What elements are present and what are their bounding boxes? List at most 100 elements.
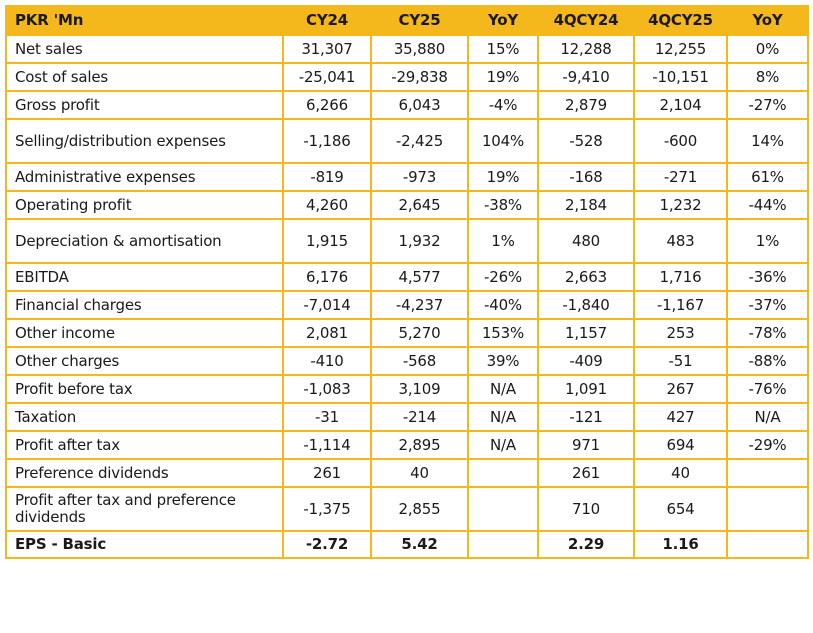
yoy-quarter-value: -36% — [726, 262, 809, 292]
yoy-quarter-value — [726, 486, 809, 532]
row-label: Taxation — [5, 402, 284, 432]
cy25-value: 40 — [370, 458, 469, 488]
yoy-quarter-value: 8% — [726, 62, 809, 92]
4qcy24-value: 2,879 — [537, 90, 635, 120]
yoy-quarter-value: 1% — [726, 218, 809, 264]
row-label: Cost of sales — [5, 62, 284, 92]
cy25-value: 4,577 — [370, 262, 469, 292]
table-row: EPS - Basic -2.72 5.42 2.29 1.16 — [5, 530, 809, 559]
4qcy25-value: 2,104 — [633, 90, 728, 120]
cy25-value: 3,109 — [370, 374, 469, 404]
yoy-annual-value: 1% — [467, 218, 539, 264]
table-row: Selling/distribution expenses -1,186 -2,42… — [5, 118, 809, 164]
table-row: Net sales 31,307 35,880 15% 12,288 12,255 0% — [5, 34, 809, 64]
yoy-annual-value: 19% — [467, 62, 539, 92]
row-label: Other income — [5, 318, 284, 348]
header-4qcy25: 4QCY25 — [633, 5, 728, 36]
cy24-value: 2,081 — [282, 318, 372, 348]
cy24-value: 4,260 — [282, 190, 372, 220]
yoy-quarter-value: 61% — [726, 162, 809, 192]
table-row: Cost of sales -25,041 -29,838 19% -9,410 -10,… — [5, 62, 809, 92]
cy24-value: -410 — [282, 346, 372, 376]
cy24-value: 6,266 — [282, 90, 372, 120]
4qcy24-value: 2.29 — [537, 530, 635, 559]
cy24-value: -2.72 — [282, 530, 372, 559]
cy25-value: -568 — [370, 346, 469, 376]
4qcy25-value: 483 — [633, 218, 728, 264]
header-cy24: CY24 — [282, 5, 372, 36]
table-row: EBITDA 6,176 4,577 -26% 2,663 1,716 -36% — [5, 262, 809, 292]
4qcy25-value: -51 — [633, 346, 728, 376]
header-cy25: CY25 — [370, 5, 469, 36]
yoy-annual-value: 15% — [467, 34, 539, 64]
yoy-annual-value: -38% — [467, 190, 539, 220]
4qcy24-value: 1,157 — [537, 318, 635, 348]
4qcy24-value: 2,663 — [537, 262, 635, 292]
header-4qcy24: 4QCY24 — [537, 5, 635, 36]
4qcy24-value: -121 — [537, 402, 635, 432]
4qcy24-value: 1,091 — [537, 374, 635, 404]
yoy-annual-value: -4% — [467, 90, 539, 120]
4qcy25-value: 1.16 — [633, 530, 728, 559]
4qcy24-value: -1,840 — [537, 290, 635, 320]
yoy-quarter-value: -27% — [726, 90, 809, 120]
yoy-annual-value: 39% — [467, 346, 539, 376]
row-label: Depreciation & amortisation — [5, 218, 284, 264]
cy24-value: 6,176 — [282, 262, 372, 292]
yoy-annual-value: 104% — [467, 118, 539, 164]
cy25-value: 35,880 — [370, 34, 469, 64]
yoy-quarter-value: -37% — [726, 290, 809, 320]
4qcy25-value: 1,232 — [633, 190, 728, 220]
cy25-value: 2,895 — [370, 430, 469, 460]
row-label: Selling/distribution expenses — [5, 118, 284, 164]
yoy-quarter-value: -76% — [726, 374, 809, 404]
table-row: Profit before tax -1,083 3,109 N/A 1,091 267-… — [5, 374, 809, 404]
yoy-quarter-value: -44% — [726, 190, 809, 220]
4qcy25-value: 694 — [633, 430, 728, 460]
4qcy25-value: -600 — [633, 118, 728, 164]
row-label: Administrative expenses — [5, 162, 284, 192]
4qcy25-value: 253 — [633, 318, 728, 348]
cy24-value: 31,307 — [282, 34, 372, 64]
cy24-value: -1,083 — [282, 374, 372, 404]
row-label: Other charges — [5, 346, 284, 376]
table-row: Taxation -31 -214 N/A -121 427 N/A — [5, 402, 809, 432]
4qcy24-value: 710 — [537, 486, 635, 532]
financial-summary-table: PKR 'Mn CY24 CY25 YoY 4QCY24 4QCY25 YoY … — [5, 5, 809, 559]
yoy-annual-value: -26% — [467, 262, 539, 292]
table-row: Financial charges -7,014 -4,237 -40% -1,840-… — [5, 290, 809, 320]
cy24-value: -7,014 — [282, 290, 372, 320]
table-row: Administrative expenses -819 -973 19% -168 -2… — [5, 162, 809, 192]
yoy-quarter-value: 14% — [726, 118, 809, 164]
cy25-value: 1,932 — [370, 218, 469, 264]
row-label: Operating profit — [5, 190, 284, 220]
table-row: Depreciation & amortisation 1,915 1,932 1% 4… — [5, 218, 809, 264]
cy25-value: -29,838 — [370, 62, 469, 92]
row-label: Financial charges — [5, 290, 284, 320]
cy25-value: 6,043 — [370, 90, 469, 120]
row-label: Profit after tax — [5, 430, 284, 460]
table-row: Profit after tax -1,114 2,895 N/A 971 694 -29% — [5, 430, 809, 460]
4qcy24-value: 2,184 — [537, 190, 635, 220]
cy24-value: 1,915 — [282, 218, 372, 264]
4qcy24-value: -528 — [537, 118, 635, 164]
cy24-value: -31 — [282, 402, 372, 432]
row-label: Preference dividends — [5, 458, 284, 488]
4qcy24-value: 261 — [537, 458, 635, 488]
4qcy24-value: 480 — [537, 218, 635, 264]
yoy-annual-value — [467, 486, 539, 532]
4qcy25-value: 40 — [633, 458, 728, 488]
cy24-value: -1,375 — [282, 486, 372, 532]
4qcy25-value: -1,167 — [633, 290, 728, 320]
yoy-annual-value: -40% — [467, 290, 539, 320]
yoy-quarter-value — [726, 530, 809, 559]
yoy-annual-value: N/A — [467, 402, 539, 432]
row-label: Gross profit — [5, 90, 284, 120]
yoy-quarter-value: 0% — [726, 34, 809, 64]
table-row: Operating profit 4,260 2,645 -38% 2,184 1,232… — [5, 190, 809, 220]
cy25-value: 5,270 — [370, 318, 469, 348]
header-yoy-annual: YoY — [467, 5, 539, 36]
yoy-annual-value: 19% — [467, 162, 539, 192]
4qcy25-value: 1,716 — [633, 262, 728, 292]
row-label: Net sales — [5, 34, 284, 64]
